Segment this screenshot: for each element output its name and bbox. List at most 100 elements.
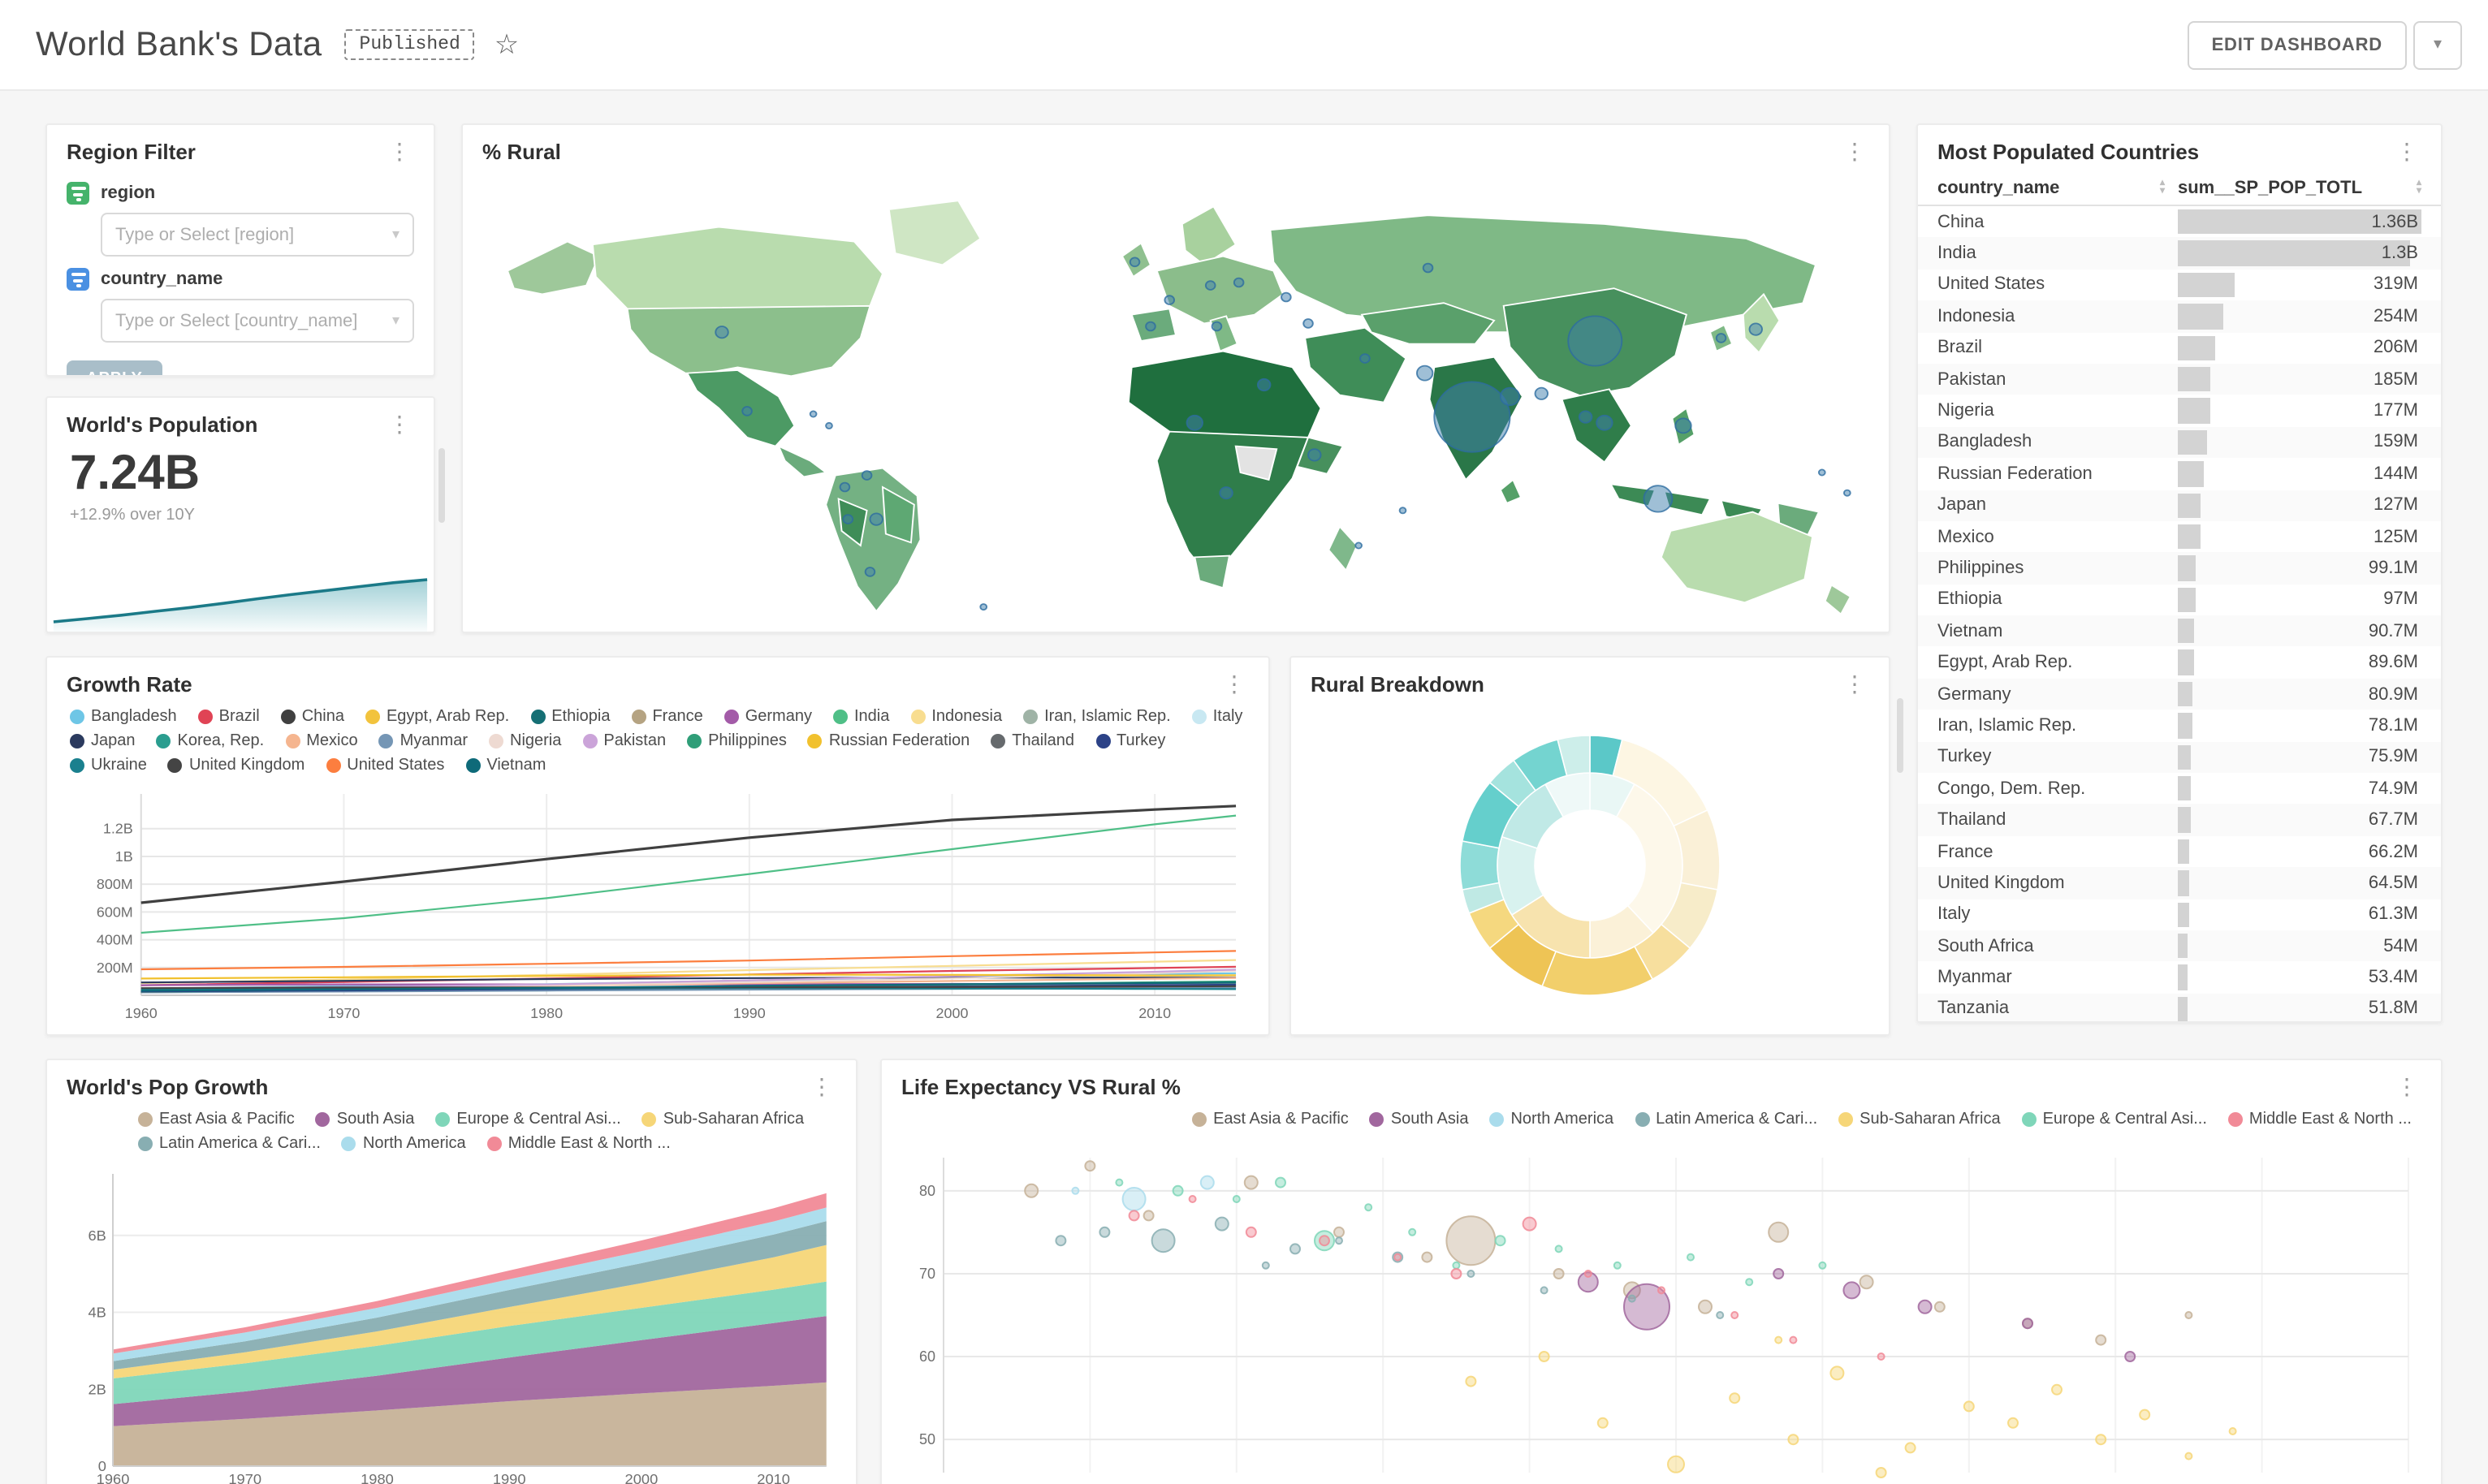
table-row[interactable]: Brazil 206M xyxy=(1918,332,2441,364)
table-row[interactable]: Japan 127M xyxy=(1918,490,2441,521)
population-value: 1.3B xyxy=(2381,244,2418,264)
chevron-down-icon: ▾ xyxy=(391,226,400,242)
country-cell: South Africa xyxy=(1937,936,2034,956)
published-badge[interactable]: Published xyxy=(344,29,475,60)
legend-item[interactable]: Sub-Saharan Africa xyxy=(641,1109,804,1130)
resize-handle[interactable] xyxy=(1897,698,1903,773)
legend-item[interactable]: India xyxy=(832,706,889,727)
table-row[interactable]: Bangladesh 159M xyxy=(1918,426,2441,459)
table-row[interactable]: Mexico 125M xyxy=(1918,521,2441,553)
table-row[interactable]: Ethiopia 97M xyxy=(1918,584,2441,615)
table-row[interactable]: Pakistan 185M xyxy=(1918,363,2441,395)
legend-label: Latin America & Cari... xyxy=(1656,1111,1818,1128)
column-header-country[interactable]: country_name ▴ ▾ xyxy=(1937,179,2178,198)
legend-item[interactable]: Turkey xyxy=(1095,731,1165,752)
legend-item[interactable]: Egypt, Arab Rep. xyxy=(365,706,509,727)
table-row[interactable]: Turkey 75.9M xyxy=(1918,741,2441,774)
world-map[interactable] xyxy=(482,180,1869,619)
kebab-menu-icon[interactable]: ⋮ xyxy=(810,1073,833,1099)
filter-select-region[interactable]: Type or Select [region] ▾ xyxy=(101,213,414,257)
legend-item[interactable]: Europe & Central Asi... xyxy=(435,1109,621,1130)
legend-item[interactable]: Europe & Central Asi... xyxy=(2021,1109,2207,1130)
kebab-menu-icon[interactable]: ⋮ xyxy=(1843,671,1866,697)
legend-item[interactable]: France xyxy=(631,706,703,727)
table-row[interactable]: Congo, Dem. Rep. 74.9M xyxy=(1918,773,2441,805)
legend-item[interactable]: Ethiopia xyxy=(530,706,610,727)
legend-item[interactable]: Ukraine xyxy=(70,755,147,776)
table-row[interactable]: Indonesia 254M xyxy=(1918,300,2441,333)
kebab-menu-icon[interactable]: ⋮ xyxy=(388,411,411,437)
kebab-menu-icon[interactable]: ⋮ xyxy=(1223,671,1246,697)
legend-item[interactable]: Russian Federation xyxy=(807,731,970,752)
favorite-star-icon[interactable]: ☆ xyxy=(494,28,520,59)
legend-item[interactable]: Italy xyxy=(1191,706,1242,727)
table-row[interactable]: Germany 80.9M xyxy=(1918,678,2441,710)
legend-item[interactable]: South Asia xyxy=(315,1109,414,1130)
table-row[interactable]: United States 319M xyxy=(1918,270,2441,301)
legend-item[interactable]: Vietnam xyxy=(465,755,546,776)
table-row[interactable]: India 1.3B xyxy=(1918,237,2441,270)
table-row[interactable]: South Africa 54M xyxy=(1918,930,2441,962)
kebab-menu-icon[interactable]: ⋮ xyxy=(2395,138,2418,164)
column-header-population[interactable]: sum__SP_POP_TOTL ▴ ▾ xyxy=(2178,179,2421,198)
legend-item[interactable]: Korea, Rep. xyxy=(156,731,264,752)
legend-item[interactable]: Germany xyxy=(724,706,812,727)
resize-handle[interactable] xyxy=(438,448,445,523)
legend-item[interactable]: Philippines xyxy=(687,731,787,752)
table-row[interactable]: United Kingdom 64.5M xyxy=(1918,867,2441,899)
table-row[interactable]: Vietnam 90.7M xyxy=(1918,615,2441,647)
legend-item[interactable]: Japan xyxy=(70,731,136,752)
legend-item[interactable]: North America xyxy=(341,1133,466,1154)
legend-item[interactable]: Latin America & Cari... xyxy=(138,1133,321,1154)
table-row[interactable]: China 1.36B xyxy=(1918,206,2441,238)
legend-item[interactable]: Thailand xyxy=(991,731,1074,752)
country-cell: United Kingdom xyxy=(1937,873,2065,893)
legend-item[interactable]: Mexico xyxy=(285,731,358,752)
table-row[interactable]: Myanmar 53.4M xyxy=(1918,962,2441,994)
kebab-menu-icon[interactable]: ⋮ xyxy=(2395,1073,2418,1099)
table-row[interactable]: Italy 61.3M xyxy=(1918,899,2441,930)
filter-select-country_name[interactable]: Type or Select [country_name] ▾ xyxy=(101,299,414,343)
legend-item[interactable]: Indonesia xyxy=(910,706,1002,727)
rural-map-card: % Rural ⋮ xyxy=(461,123,1890,633)
kebab-menu-icon[interactable]: ⋮ xyxy=(1843,138,1866,164)
legend-item[interactable]: Middle East & North ... xyxy=(2227,1109,2412,1130)
legend-item[interactable]: Bangladesh xyxy=(70,706,177,727)
population-value: 54M xyxy=(2383,936,2418,956)
header-menu-caret-button[interactable]: ▾ xyxy=(2413,20,2462,69)
legend-item[interactable]: East Asia & Pacific xyxy=(138,1109,295,1130)
legend-item[interactable]: United Kingdom xyxy=(167,755,305,776)
country-cell: India xyxy=(1937,244,1976,264)
table-row[interactable]: Egypt, Arab Rep. 89.6M xyxy=(1918,647,2441,679)
legend-item[interactable]: South Asia xyxy=(1369,1109,1468,1130)
table-row[interactable]: Nigeria 177M xyxy=(1918,395,2441,427)
table-row[interactable]: France 66.2M xyxy=(1918,836,2441,868)
table-row[interactable]: Philippines 99.1M xyxy=(1918,552,2441,585)
legend-item[interactable]: Pakistan xyxy=(582,731,666,752)
legend-dot xyxy=(641,1112,657,1127)
legend-item[interactable]: Sub-Saharan Africa xyxy=(1838,1109,2001,1130)
legend-item[interactable]: Myanmar xyxy=(378,731,468,752)
table-row[interactable]: Tanzania 51.8M xyxy=(1918,993,2441,1021)
legend-item[interactable]: United States xyxy=(326,755,444,776)
table-row[interactable]: Iran, Islamic Rep. 78.1M xyxy=(1918,710,2441,742)
country-cell: Indonesia xyxy=(1937,306,2015,326)
filter-field: region Type or Select [region] ▾ xyxy=(47,182,434,257)
population-cell: 97M xyxy=(2178,584,2421,615)
legend-item[interactable]: Brazil xyxy=(197,706,260,727)
apply-button[interactable]: APPLY xyxy=(67,360,162,375)
edit-dashboard-button[interactable]: EDIT DASHBOARD xyxy=(2187,20,2407,69)
legend-dot xyxy=(2021,1112,2037,1127)
legend-item[interactable]: China xyxy=(280,706,344,727)
legend-label: Latin America & Cari... xyxy=(159,1135,321,1153)
table-row[interactable]: Thailand 67.7M xyxy=(1918,804,2441,836)
legend-item[interactable]: Iran, Islamic Rep. xyxy=(1023,706,1171,727)
legend-item[interactable]: Nigeria xyxy=(489,731,561,752)
svg-text:50: 50 xyxy=(919,1431,935,1447)
table-row[interactable]: Russian Federation 144M xyxy=(1918,458,2441,490)
kebab-menu-icon[interactable]: ⋮ xyxy=(388,138,411,164)
legend-item[interactable]: North America xyxy=(1489,1109,1613,1130)
legend-item[interactable]: Latin America & Cari... xyxy=(1635,1109,1817,1130)
legend-item[interactable]: Middle East & North ... xyxy=(486,1133,671,1154)
legend-item[interactable]: East Asia & Pacific xyxy=(1192,1109,1349,1130)
